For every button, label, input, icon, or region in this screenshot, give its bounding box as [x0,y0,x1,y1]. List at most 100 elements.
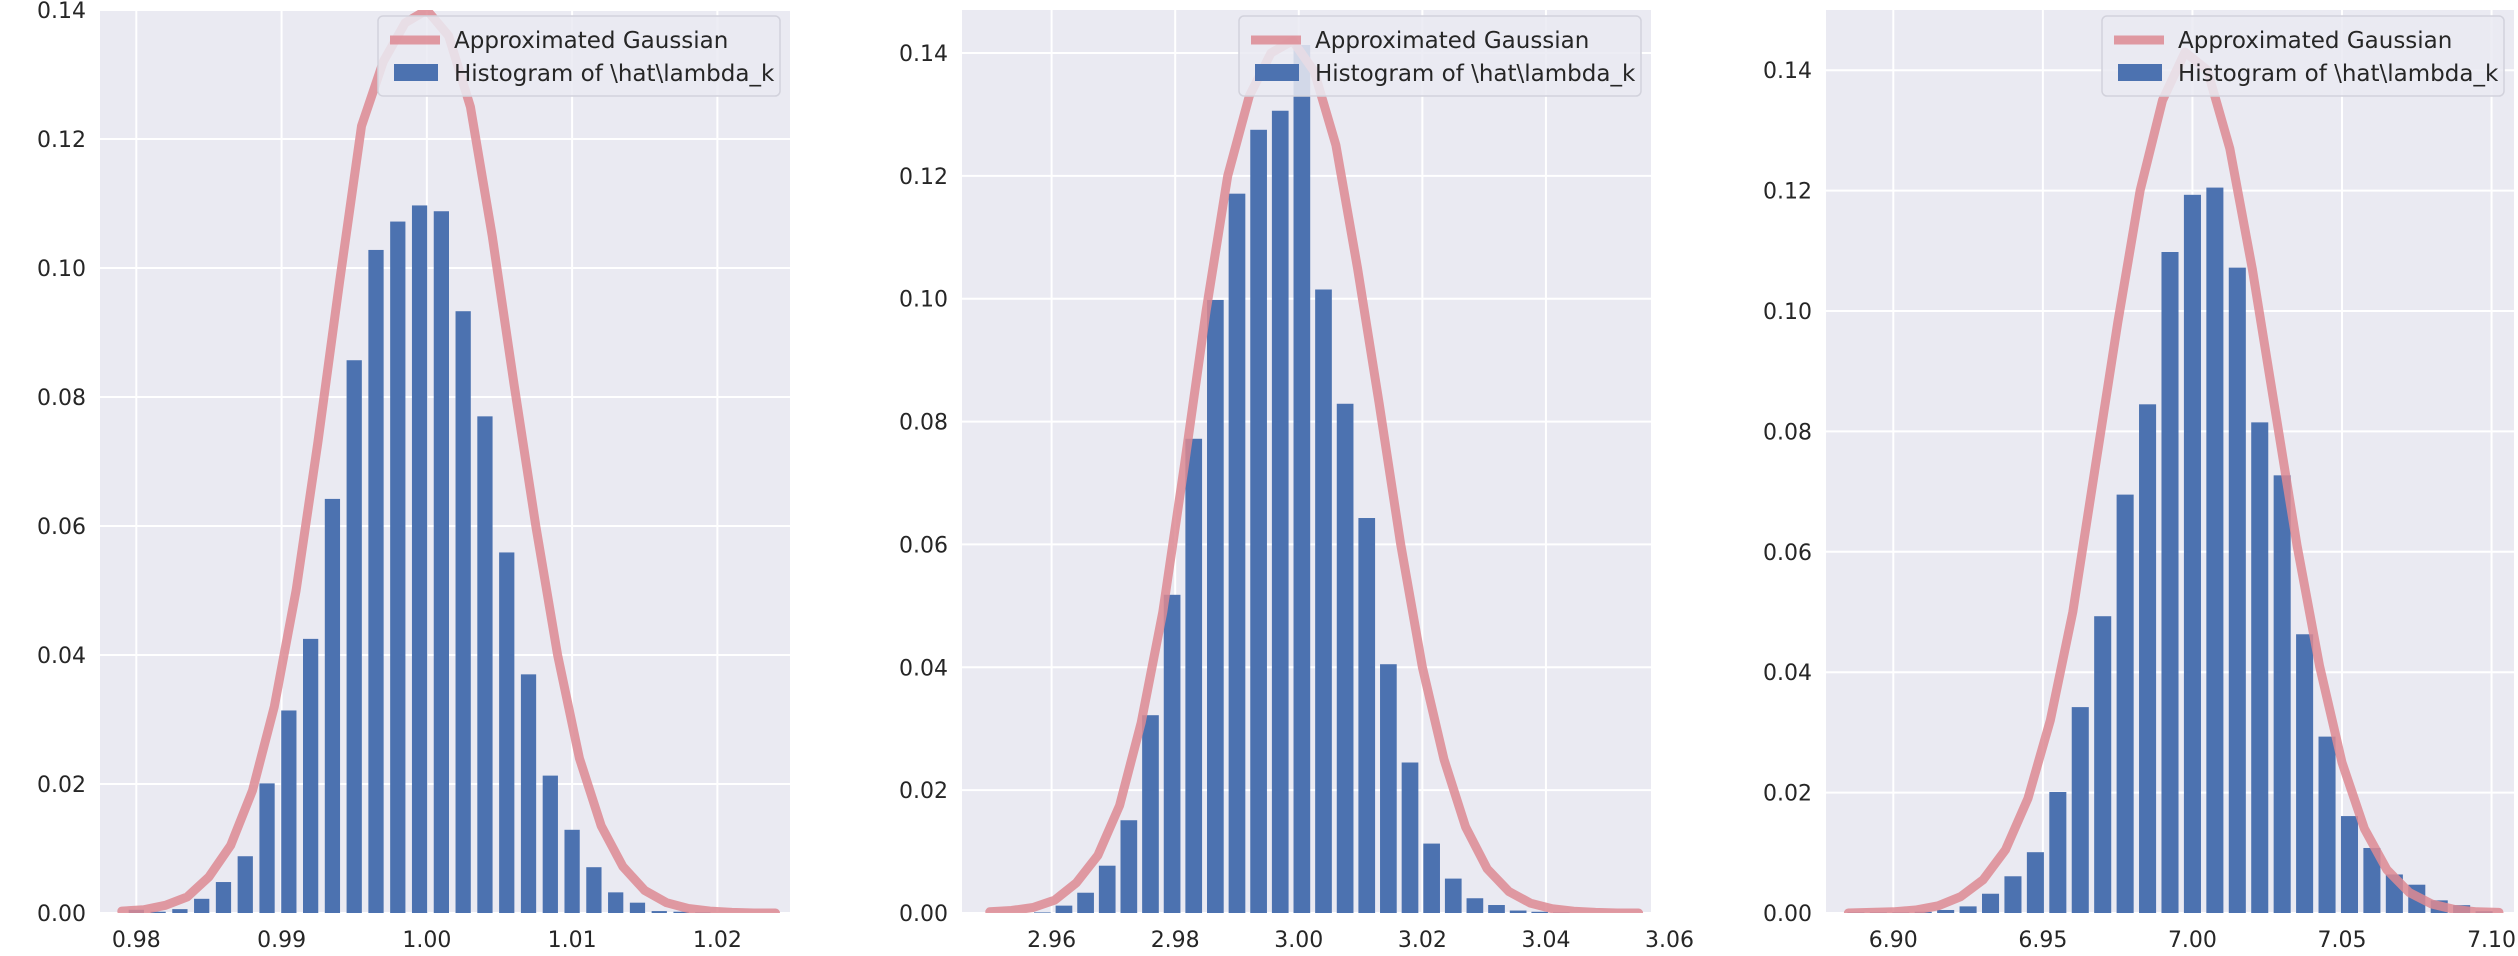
histogram-bar [1937,909,1955,913]
histogram-bar [259,783,275,913]
plot-marks [985,36,1644,913]
histogram-bar [1380,664,1397,913]
x-tick-label: 1.02 [693,928,742,953]
histogram-bar [1033,912,1051,913]
y-tick-label: 0.06 [37,515,86,540]
x-tick-label: 3.04 [1521,928,1570,953]
histogram-bar [324,498,341,913]
y-tick-label: 0.14 [1763,59,1812,84]
legend-bar-swatch [394,64,438,81]
histogram-bar [368,249,384,913]
histogram-bar [281,710,297,913]
histogram-bar [2318,736,2336,913]
histogram-bar [1444,878,1462,913]
histogram-bar [1509,910,1527,913]
histogram-bar [194,898,210,913]
x-tick-label: 7.10 [2467,928,2516,953]
y-tick-label: 0.12 [37,128,86,153]
histogram-bar [1250,129,1267,913]
histogram-bar [411,205,428,913]
histogram-bar [2116,494,2134,913]
histogram-bar [2206,187,2224,913]
legend-label-gaussian: Approximated Gaussian [1315,28,1589,54]
histogram-bar [2273,475,2291,913]
histogram-bar [172,909,188,913]
legend-label-gaussian: Approximated Gaussian [454,28,728,54]
histogram-bar [390,221,406,913]
histogram-bar [433,211,449,913]
legend-bar-swatch [2118,64,2162,81]
histogram-bar [608,892,624,913]
y-tick-label: 0.06 [1763,541,1812,566]
histogram-bar [1228,193,1246,913]
histogram-bar [1336,403,1354,913]
y-tick-label: 0.08 [1763,420,1812,445]
histogram-bar [1142,715,1159,913]
x-tick-label: 6.95 [2018,928,2067,953]
histogram-bar [1466,898,1484,913]
x-tick-label: 3.06 [1645,928,1694,953]
histogram-bar [1207,299,1224,913]
legend-box [377,15,781,97]
histogram-bar [564,829,580,913]
y-tick-label: 0.12 [899,165,948,190]
y-tick-label: 0.00 [37,902,86,927]
x-tick-label: 0.99 [257,928,306,953]
y-tick-label: 0.02 [37,773,86,798]
x-tick-label: 6.90 [1869,928,1918,953]
chart-panel-1: 0.98 0.99 1.00 1.01 1.02 0.00 0.02 0.04 0.06 0.08… [37,0,790,953]
x-tick-label: 7.00 [2168,928,2217,953]
histogram-bar [346,360,362,913]
x-tick-label: 2.98 [1151,928,1200,953]
histogram-bar [2340,816,2359,913]
histogram-bar [237,856,253,913]
histogram-bar [520,674,537,913]
x-tick-label: 3.00 [1274,928,1323,953]
legend-bar-swatch [1255,64,1299,81]
histogram-bar [2363,847,2381,913]
legend-box [2101,15,2505,97]
y-tick-label: 0.02 [899,779,948,804]
y-tick-label: 0.00 [899,902,948,927]
y-tick-label: 0.08 [37,386,86,411]
legend: Approximated Gaussian Histogram of \hat\l… [2101,15,2505,97]
y-tick-label: 0.06 [899,533,948,558]
x-tick-label: 1.01 [548,928,597,953]
histogram-bar [2071,707,2089,913]
histogram-bar [1271,110,1289,913]
histogram-bar [477,416,493,913]
histogram-bar [1055,905,1073,913]
legend-label-histogram: Histogram of \hat\lambda_k [2178,61,2499,87]
y-tick-label: 0.08 [899,411,948,436]
histogram-bar [2228,267,2246,913]
legend: Approximated Gaussian Histogram of \hat\l… [1238,15,1642,97]
histogram-bar [1488,905,1505,913]
histogram-bar [1315,289,1332,913]
histogram-bar [150,911,166,913]
x-tick-label: 1.00 [402,928,451,953]
histogram-bar [2183,194,2201,913]
histogram-bar [1163,594,1181,913]
histogram-bar [455,311,471,913]
histogram-bar [1120,820,1138,913]
histogram-bar [586,867,602,913]
histogram-bar [542,775,558,913]
chart-panel-2: 2.96 2.98 3.00 3.02 3.04 3.06 0.00 0.02 0.04 0.06… [899,10,1694,953]
histogram-bar [1077,892,1094,913]
y-tick-label: 0.02 [1763,782,1812,807]
histogram-bar [499,552,515,913]
y-tick-label: 0.04 [37,644,86,669]
histogram-bar [1959,906,1977,913]
y-tick-label: 0.10 [899,288,948,313]
histogram-bar [1531,911,1549,913]
histogram-bar [1401,762,1419,913]
y-tick-label: 0.00 [1763,902,1812,927]
x-tick-label: 7.05 [2318,928,2367,953]
y-tick-label: 0.04 [899,656,948,681]
histogram-bar [1098,865,1116,913]
legend-label-gaussian: Approximated Gaussian [2178,28,2452,54]
x-tick-label: 2.96 [1027,928,1076,953]
x-tick-label: 3.02 [1398,928,1447,953]
plot-marks [1843,47,2504,913]
